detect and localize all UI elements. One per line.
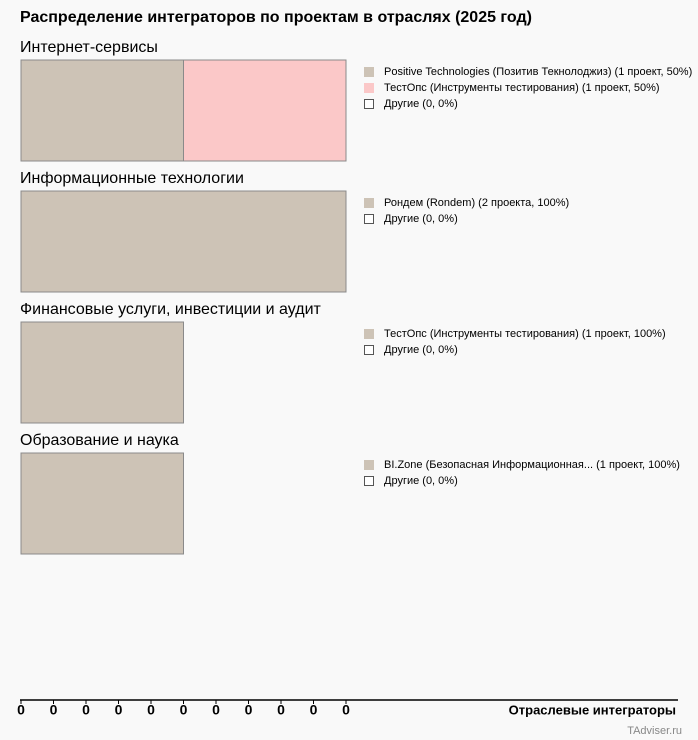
bar-segment [183, 59, 347, 162]
x-tick-label: 0 [212, 702, 220, 718]
source: TAdviser.ru [627, 725, 682, 737]
chart-title: Распределение интеграторов по проектам в… [20, 9, 532, 26]
legend-label: Другие (0, 0%) [384, 344, 458, 356]
bar-segment [20, 59, 184, 162]
group-title: Интернет-сервисы [20, 39, 158, 56]
legend-label: BI.Zone (Безопасная Информационная... (1… [384, 459, 680, 471]
legend-label: Другие (0, 0%) [384, 213, 458, 225]
x-tick-label: 0 [50, 702, 58, 718]
legend-swatch [364, 83, 374, 93]
x-tick-label: 0 [115, 702, 123, 718]
x-tick-label: 0 [82, 702, 90, 718]
x-tick-label: 0 [17, 702, 25, 718]
legend-swatch [364, 345, 374, 355]
legend-swatch [364, 67, 374, 77]
legend-swatch [364, 198, 374, 208]
x-tick-label: 0 [342, 702, 350, 718]
group-title: Финансовые услуги, инвестиции и аудит [20, 301, 322, 318]
legend-swatch [364, 99, 374, 109]
legend-label: ТестОпс (Инструменты тестирования) (1 пр… [384, 328, 666, 340]
bar-segment [20, 190, 347, 293]
x-tick-label: 0 [147, 702, 155, 718]
x-tick-label: 0 [245, 702, 253, 718]
x-tick-label: 0 [180, 702, 188, 718]
legend-label: Рондем (Rondem) (2 проекта, 100%) [384, 197, 569, 209]
group-title: Образование и наука [20, 432, 179, 449]
legend-label: Positive Technologies (Позитив Текнолодж… [384, 66, 692, 78]
legend-label: Другие (0, 0%) [384, 98, 458, 110]
x-tick-label: 0 [277, 702, 285, 718]
bar-segment [20, 452, 184, 555]
x-axis-label: Отраслевые интеграторы [509, 702, 676, 717]
legend-swatch [364, 476, 374, 486]
legend-label: ТестОпс (Инструменты тестирования) (1 пр… [384, 82, 660, 94]
bar-segment [20, 321, 184, 424]
legend-swatch [364, 329, 374, 339]
legend-swatch [364, 214, 374, 224]
legend-swatch [364, 460, 374, 470]
group-title: Информационные технологии [20, 170, 244, 187]
legend-label: Другие (0, 0%) [384, 475, 458, 487]
x-tick-label: 0 [310, 702, 318, 718]
